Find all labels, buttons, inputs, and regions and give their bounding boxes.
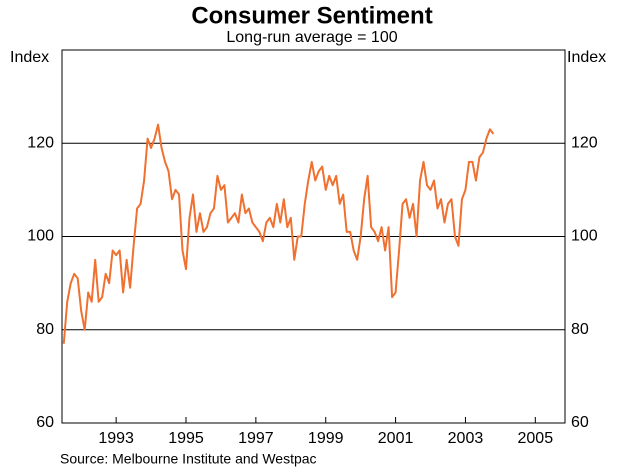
x-tick-label: 1993 <box>98 430 134 447</box>
x-tick-label: 2001 <box>378 430 414 447</box>
x-tick-label: 1997 <box>238 430 274 447</box>
x-tick-label: 1995 <box>168 430 204 447</box>
y-tick-label: 80 <box>36 321 54 338</box>
x-tick-label: 2003 <box>448 430 484 447</box>
chart-title: Consumer Sentiment <box>191 2 432 29</box>
x-tick-label: 1999 <box>308 430 344 447</box>
y-tick-label: 60 <box>36 414 54 431</box>
y-tick-label: 100 <box>27 228 54 245</box>
data-line <box>62 123 495 344</box>
chart-subtitle: Long-run average = 100 <box>226 29 397 46</box>
y2-tick-label: 120 <box>571 134 598 151</box>
y-axis-label: Index <box>10 49 49 66</box>
y2-tick-label: 100 <box>571 228 598 245</box>
y-tick-label: 120 <box>27 134 54 151</box>
x-tick-label: 2005 <box>518 430 554 447</box>
y2-tick-label: 80 <box>571 321 589 338</box>
y2-axis-label: Index <box>567 49 606 66</box>
y2-tick-label: 60 <box>571 414 589 431</box>
source-note: Source: Melbourne Institute and Westpac <box>60 451 317 467</box>
